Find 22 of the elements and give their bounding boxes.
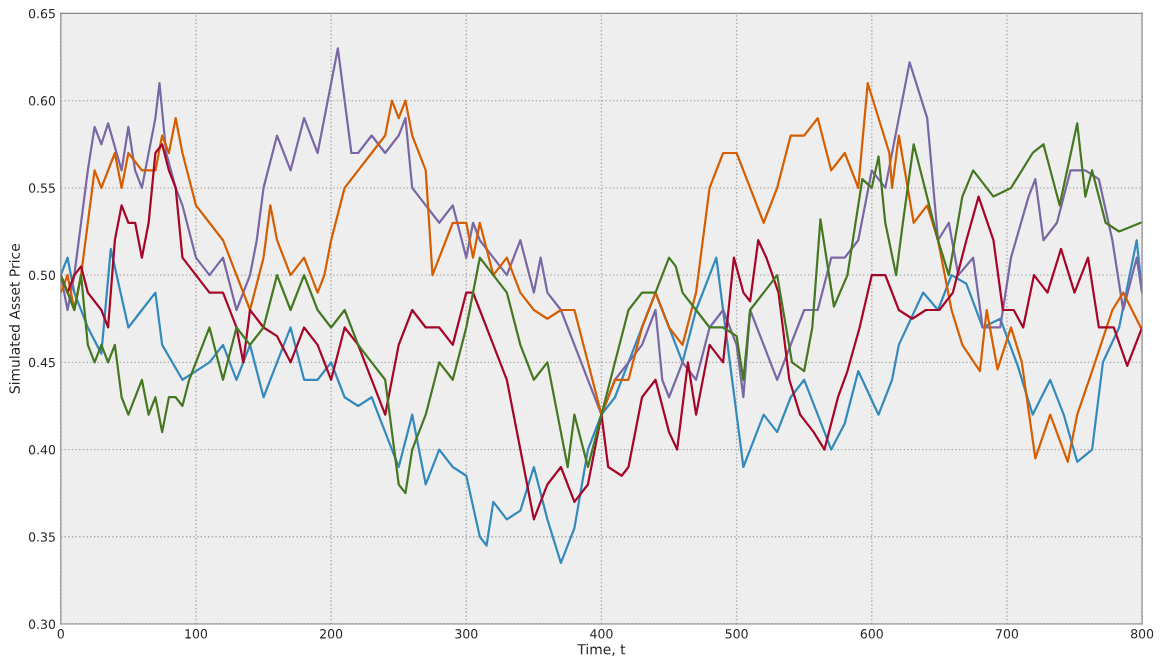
x-tick-label: 0 [57,629,64,639]
line-series [60,239,1143,565]
x-tick-label: 800 [1131,629,1154,639]
x-axis-title: Time, t [577,643,626,656]
y-tick-label: 0.55 [28,183,55,193]
x-tick-label: 500 [725,629,748,639]
y-tick-label: 0.35 [28,532,55,542]
x-tick-label: 200 [320,629,343,639]
y-tick-label: 0.50 [28,270,56,281]
x-tick-label: 400 [590,629,613,639]
y-tick-label: 0.60 [28,96,56,106]
line-series [60,82,1142,463]
y-tick-label: 0.30 [28,619,56,629]
y-axis-title: Simulated Asset Price [9,244,20,394]
x-tick-label: 600 [860,629,883,639]
line-series [60,47,1143,416]
x-tick-label: 300 [455,629,478,639]
x-tick-label: 100 [185,629,208,639]
y-tick-label: 0.40 [28,445,56,455]
x-tick-label: 700 [996,629,1019,639]
y-tick-label: 0.45 [28,357,55,368]
y-tick-label: 0.65 [28,8,55,19]
